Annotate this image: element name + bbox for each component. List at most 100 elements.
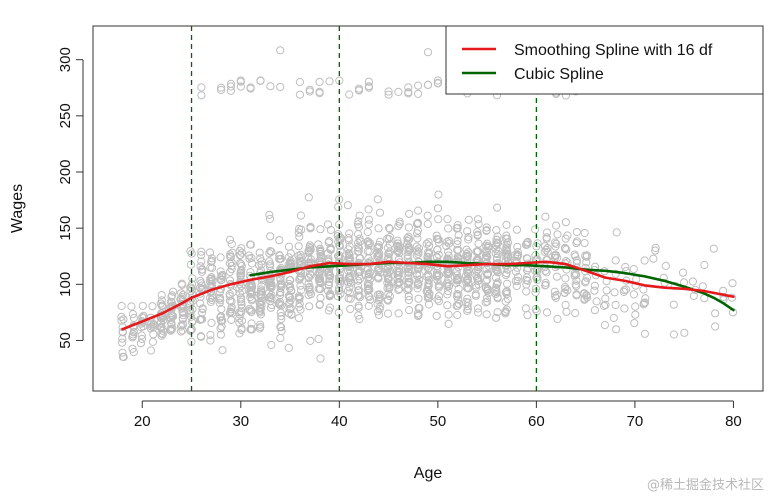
scatter-point — [353, 242, 363, 252]
scatter-point — [542, 256, 551, 265]
scatter-point — [492, 245, 501, 254]
scatter-point — [315, 89, 324, 98]
scatter-point — [698, 282, 707, 291]
scatter-point — [552, 272, 562, 281]
scatter-point — [333, 232, 342, 241]
scatter-point — [146, 346, 156, 355]
scatter-point — [453, 276, 462, 285]
scatter-point — [562, 265, 571, 274]
y-tick-label: 150 — [57, 216, 74, 241]
scatter-point — [158, 326, 167, 335]
scatter-point — [443, 301, 452, 310]
scatter-point — [453, 290, 462, 299]
scatter-point — [454, 284, 463, 294]
scatter-point — [226, 79, 235, 89]
scatter-point — [512, 251, 522, 260]
scatter-point — [649, 254, 658, 263]
scatter-point — [376, 302, 385, 311]
scatter-point — [551, 238, 560, 247]
scatter-point — [384, 309, 393, 318]
scatter-point — [611, 269, 620, 278]
scatter-point — [216, 324, 225, 333]
scatter-point — [286, 282, 295, 291]
scatter-point — [609, 313, 618, 323]
scatter-point — [711, 322, 720, 331]
scatter-point — [197, 257, 206, 266]
scatter-point — [186, 326, 195, 335]
scatter-point — [177, 321, 186, 330]
scatter-point — [631, 302, 640, 311]
scatter-point — [413, 218, 422, 227]
scatter-point — [363, 237, 372, 246]
scatter-point — [188, 274, 197, 283]
scatter-point — [491, 249, 500, 258]
scatter-point — [296, 281, 305, 290]
scatter-point — [562, 307, 571, 316]
scatter-point — [167, 292, 176, 301]
scatter-point — [186, 307, 195, 316]
scatter-point — [257, 287, 266, 296]
scatter-point — [266, 292, 275, 301]
scatter-point — [395, 219, 404, 228]
scatter-point — [314, 240, 323, 249]
scatter-point — [324, 267, 334, 276]
scatter-point — [179, 320, 188, 329]
scatter-point — [483, 242, 492, 251]
y-tick-label: 100 — [57, 272, 74, 297]
scatter-point — [581, 277, 590, 286]
scatter-point — [423, 211, 432, 220]
scatter-point — [433, 259, 442, 268]
scatter-point — [375, 292, 384, 301]
scatter-point — [198, 315, 207, 324]
scatter-point — [434, 280, 444, 289]
scatter-point — [217, 322, 226, 331]
scatter-point — [266, 260, 275, 269]
scatter-point — [227, 305, 236, 314]
x-axis-title: Age — [414, 465, 443, 482]
scatter-point — [197, 251, 206, 260]
scatter-point — [267, 291, 276, 300]
scatter-point — [474, 239, 483, 248]
scatter-point — [582, 252, 591, 261]
scatter-point — [404, 295, 413, 305]
scatter-point — [226, 86, 235, 95]
scatter-point — [374, 274, 383, 283]
scatter-point — [375, 290, 384, 299]
scatter-point — [306, 336, 315, 345]
scatter-point — [345, 289, 354, 298]
scatter-point — [562, 245, 571, 254]
scatter-point — [277, 279, 286, 288]
scatter-point — [287, 286, 296, 295]
scatter-point — [385, 224, 394, 233]
x-tick-label: 20 — [134, 413, 151, 430]
scatter-point — [166, 313, 175, 322]
scatter-point — [492, 235, 501, 244]
y-tick-label: 250 — [57, 103, 74, 128]
scatter-point — [324, 238, 333, 247]
scatter-point — [137, 331, 146, 340]
scatter-point — [166, 297, 176, 306]
scatter-point — [462, 266, 472, 275]
scatter-point — [432, 234, 441, 244]
scatter-point — [157, 296, 166, 305]
scatter-point — [217, 275, 226, 284]
scatter-point — [226, 82, 235, 91]
scatter-point — [503, 279, 512, 288]
scatter-point — [345, 254, 354, 264]
scatter-point — [176, 327, 186, 336]
scatter-point — [119, 352, 128, 362]
scatter-point — [404, 274, 413, 283]
scatter-point — [265, 249, 274, 258]
scatter-point — [305, 302, 314, 311]
scatter-point — [384, 87, 393, 96]
scatter-point — [384, 295, 393, 304]
scatter-point — [277, 312, 286, 321]
scatter-point — [354, 238, 363, 247]
scatter-point — [237, 248, 246, 257]
scatter-point — [443, 215, 452, 224]
scatter-point — [551, 293, 561, 302]
scatter-point — [305, 269, 315, 278]
scatter-point — [580, 295, 589, 304]
scatter-point — [197, 247, 206, 256]
scatter-point — [395, 278, 404, 287]
